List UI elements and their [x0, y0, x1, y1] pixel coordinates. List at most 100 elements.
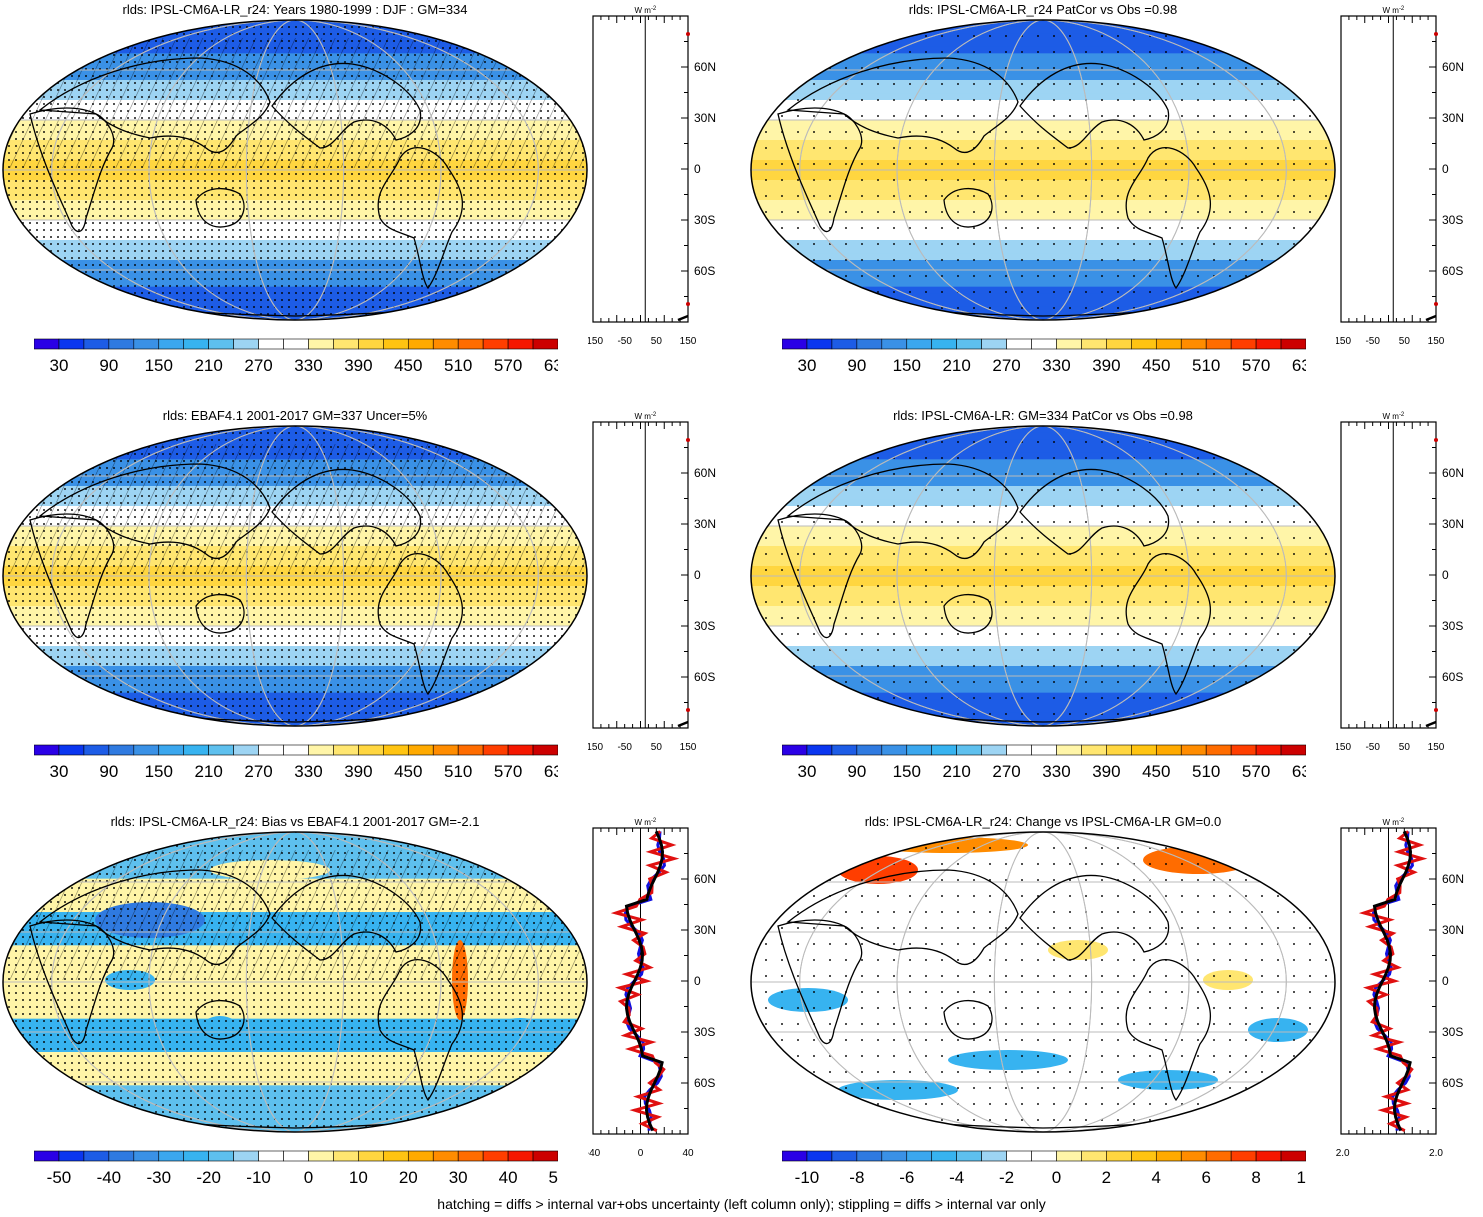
zonal-curve — [624, 830, 665, 1132]
colorbar-swatch — [806, 744, 833, 756]
map-panel-2: rlds: IPSL-CM6A-LR_r24 PatCor vs Obs =0.… — [748, 0, 1483, 405]
xtick-label: -50 — [1365, 336, 1380, 347]
colorbar-label: 10 — [349, 1168, 368, 1187]
colorbar-swatch — [881, 338, 908, 350]
colorbar-swatch — [83, 338, 110, 350]
colorbar-swatch — [831, 338, 858, 350]
coastline — [271, 62, 422, 149]
xtick-label: -40 — [588, 1148, 601, 1159]
panel-title: rlds: IPSL-CM6A-LR_r24: Bias vs EBAF4.1 … — [110, 814, 480, 829]
colorbar-label: 6 — [1201, 1168, 1210, 1187]
colorbar-swatch — [507, 338, 534, 350]
colorbar-swatch — [208, 1150, 234, 1162]
zonal-curve — [1372, 830, 1413, 1132]
map-panel-4: rlds: IPSL-CM6A-LR: GM=334 PatCor vs Obs… — [748, 406, 1483, 811]
coastline — [195, 1000, 245, 1040]
colorbar-label: 30 — [49, 356, 68, 375]
colorbar-swatch — [981, 338, 1007, 350]
colorbar-swatch — [1106, 744, 1132, 756]
colorbar-label: 330 — [1042, 762, 1070, 781]
colorbar-label: 2 — [1102, 1168, 1111, 1187]
map-panel-6: rlds: IPSL-CM6A-LR_r24: Change vs IPSL-C… — [748, 812, 1483, 1217]
colorbar-swatch — [856, 1150, 883, 1162]
coastline — [786, 869, 1019, 965]
colorbar-swatch — [1081, 744, 1107, 756]
coastline — [38, 463, 271, 559]
colorbar-swatch — [782, 338, 808, 350]
colorbar-label: 390 — [1092, 762, 1120, 781]
xtick-label: 50 — [1399, 742, 1411, 753]
colorbar-swatch — [1031, 1150, 1057, 1162]
colorbar-label: 210 — [942, 762, 970, 781]
colorbar-swatch — [233, 338, 259, 350]
colorbar-swatch — [58, 744, 85, 756]
colorbar-label: 40 — [499, 1168, 518, 1187]
zonal-mean-plot: W m-2 60N 30N 0 30S 60S -150 -50 50 150 — [588, 412, 716, 753]
lat-label: 60S — [694, 264, 715, 278]
colorbar-swatch — [1056, 744, 1082, 756]
unit-label: W m-2 — [635, 6, 657, 15]
panel-title: rlds: IPSL-CM6A-LR_r24: Years 1980-1999 … — [122, 2, 468, 17]
colorbar-swatch — [831, 744, 858, 756]
xtick-label: -50 — [617, 336, 632, 347]
colorbar-swatch — [308, 1150, 334, 1162]
lat-label: 0 — [694, 974, 701, 988]
coastline — [777, 919, 863, 1045]
colorbar-swatch — [407, 1150, 434, 1162]
xtick-label: -50 — [1365, 742, 1380, 753]
colorbar-swatch — [1031, 744, 1057, 756]
colorbar-label: 50 — [549, 1168, 558, 1187]
xtick-label: 50 — [651, 336, 663, 347]
colorbar-label: 210 — [194, 762, 222, 781]
colorbar-swatch — [1106, 1150, 1132, 1162]
colorbar-label: 8 — [1251, 1168, 1260, 1187]
colorbar-label: 150 — [145, 762, 173, 781]
colorbar-label: -4 — [949, 1168, 964, 1187]
colorbar: 30 90 150 210 270 330 390 450 510 570 630 — [34, 338, 558, 375]
xtick-label: 150 — [1428, 742, 1445, 753]
coastline — [29, 513, 115, 639]
colorbar-swatch — [881, 744, 908, 756]
colorbar-swatch — [1131, 1150, 1157, 1162]
colorbar-swatch — [906, 744, 933, 756]
colorbar-swatch — [183, 338, 209, 350]
hatching — [3, 38, 587, 168]
colorbar-swatch — [1255, 744, 1282, 756]
colorbar-swatch — [34, 1150, 60, 1162]
colorbar-swatch — [457, 744, 484, 756]
lat-label: 30S — [1442, 213, 1463, 227]
colorbar: -50 -40 -30 -20 -10 0 10 20 30 40 50 — [34, 1150, 558, 1187]
colorbar-swatch — [58, 1150, 85, 1162]
lat-label: 30S — [694, 1025, 715, 1039]
xtick-label: 2.0 — [1429, 1148, 1443, 1159]
colorbar-swatch — [1081, 1150, 1107, 1162]
colorbar-swatch — [407, 338, 434, 350]
coastline — [377, 959, 463, 1102]
colorbar-swatch — [83, 744, 110, 756]
xtick-label: 40 — [682, 1148, 694, 1159]
coastline — [1019, 62, 1170, 149]
colorbar-label: 450 — [394, 356, 422, 375]
colorbar-label: 20 — [399, 1168, 418, 1187]
lat-label: 60N — [1442, 60, 1464, 74]
colorbar-swatch — [457, 1150, 484, 1162]
zonal-mean-plot: W m-2 60N 30N 0 30S 60S -150 -50 50 150 — [1336, 412, 1464, 753]
colorbar-swatch — [806, 1150, 833, 1162]
colorbar-swatch — [1255, 338, 1282, 350]
xtick-label: 50 — [651, 742, 663, 753]
colorbar-label: -20 — [196, 1168, 221, 1187]
colorbar-swatch — [881, 1150, 908, 1162]
map-panel-1: rlds: IPSL-CM6A-LR_r24: Years 1980-1999 … — [0, 0, 740, 405]
colorbar-label: 630 — [544, 356, 558, 375]
colorbar-label: 30 — [49, 762, 68, 781]
unit-label: W m-2 — [1383, 412, 1405, 421]
colorbar-swatch — [432, 744, 459, 756]
map-outline — [750, 19, 1336, 321]
lat-label: 30N — [1442, 517, 1464, 531]
colorbar-label: 270 — [244, 762, 272, 781]
colorbar-swatch — [482, 744, 509, 756]
zonal-mean-plot: W m-2 60N 30N 0 30S 60S -40 0 40 — [588, 818, 716, 1159]
colorbar-label: -40 — [97, 1168, 122, 1187]
lat-label: 0 — [694, 568, 701, 582]
graticule — [751, 426, 1335, 726]
